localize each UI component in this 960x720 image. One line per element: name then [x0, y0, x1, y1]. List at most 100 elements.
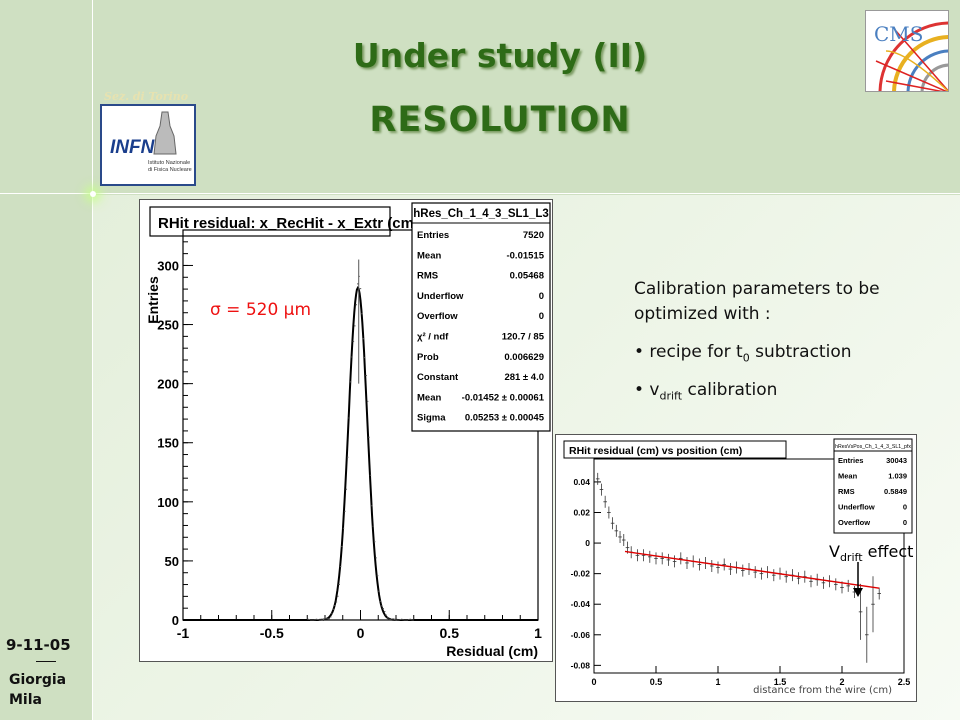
hist-stat-value: 7520	[523, 230, 544, 241]
bullet-vdrift-post: calibration	[682, 380, 778, 400]
vdrift-arrow-head	[853, 588, 863, 597]
bullet-t0-post: subtraction	[749, 342, 852, 362]
sigma-annotation: σ = 520 µm	[210, 300, 312, 320]
vdrift-post: effect	[862, 542, 914, 561]
hist-stat-label: Sigma	[417, 413, 446, 424]
bullet-vdrift: • vdrift calibration	[634, 380, 934, 402]
scatter-ytick-label: -0.04	[571, 599, 591, 609]
hist-title-box	[149, 206, 391, 237]
scatter-stat-label: Entries	[838, 456, 863, 465]
cms-logo-text: CMS	[874, 22, 923, 46]
infn-section-label: Sez. di Torino	[104, 90, 189, 103]
hist-xlabel: Residual (cm)	[446, 643, 538, 659]
left-band	[0, 0, 92, 720]
scatter-ytick-label: 0	[585, 538, 590, 548]
scatter-ytick-label: -0.08	[571, 660, 591, 670]
bullet-t0-sub: 0	[742, 351, 750, 365]
scatter-ytick-label: 0.04	[573, 477, 590, 487]
hist-stats-frame	[411, 202, 551, 432]
hist-stat-label: Constant	[417, 372, 459, 383]
bullet-vdrift-sub: drift	[659, 389, 683, 403]
hist-stat-label: Mean	[417, 250, 441, 261]
infn-logo-sub1: Istituto Nazionale	[148, 160, 190, 166]
scatter-stats-name: hResVsPos_Ch_1_4_3_SL1_pfx	[835, 444, 911, 450]
hist-stat-label: Entries	[417, 230, 449, 241]
author-first: Giorgia	[9, 672, 67, 688]
hist-xtick-label: -1	[177, 625, 190, 641]
hist-stat-value: -0.01452 ± 0.00061	[462, 392, 545, 403]
hist-stat-value: 0	[539, 291, 544, 302]
scatter-xtick-label: 2.5	[898, 677, 911, 687]
slide-date: 9-11-05	[6, 636, 71, 654]
hist-ytick-label: 50	[165, 554, 179, 569]
histogram-chart: RHit residual: x_RecHit - x_Extr (cm) -1…	[145, 202, 551, 659]
infn-logo: INFN Istituto Nazionale di Fisica Nuclea…	[100, 104, 196, 186]
scatter-stat-value: 30043	[886, 456, 907, 465]
hist-stats-name: hRes_Ch_1_4_3_SL1_L3	[413, 208, 549, 220]
scatter-stat-label: RMS	[838, 487, 855, 496]
scatter-xtick-label: 0	[591, 677, 596, 687]
hist-title: RHit residual: x_RecHit - x_Extr (cm)	[158, 215, 419, 232]
slide-author: Giorgia Mila	[9, 670, 89, 710]
hist-stat-value: 0	[539, 311, 544, 322]
hist-ytick-label: 0	[172, 613, 179, 628]
author-last: Mila	[9, 692, 42, 708]
scatter-stats-frame	[833, 438, 913, 534]
hist-ytick-label: 150	[157, 436, 179, 451]
scatter-xlabel: distance from the wire (cm)	[753, 685, 892, 696]
hist-stat-label: Overflow	[417, 311, 458, 322]
bullet-t0-pre: • recipe for t	[634, 342, 743, 362]
hist-bins	[307, 275, 414, 621]
hist-fit-curve	[183, 286, 538, 621]
hist-ytick-label: 250	[157, 318, 179, 333]
scatter-xtick-label: 1.5	[774, 677, 787, 687]
footer-separator	[36, 661, 56, 662]
hist-stat-label: Underflow	[417, 291, 464, 302]
scatter-frame	[593, 458, 905, 674]
scatter-stat-label: Underflow	[838, 503, 875, 512]
scatter-xtick-label: 0.5	[650, 677, 663, 687]
hist-stat-value: 281 ± 4.0	[504, 372, 544, 383]
hist-stat-label: Prob	[417, 352, 439, 363]
bullet-vdrift-pre: • v	[634, 380, 660, 400]
hist-stat-value: 120.7 / 85	[502, 332, 545, 343]
bullet-t0: • recipe for t0 subtraction	[634, 342, 934, 364]
scatter-fit-line	[624, 550, 880, 589]
vdrift-sub: drift	[839, 551, 863, 565]
divider-vertical	[92, 0, 93, 720]
cms-logo: CMS	[865, 10, 949, 92]
hist-xtick-label: 0.5	[440, 625, 460, 641]
hist-stat-value: -0.01515	[506, 250, 544, 261]
scatter-ytick-label: -0.02	[571, 569, 591, 579]
scatter-stat-value: 0	[903, 518, 907, 527]
hist-stat-label: Mean	[417, 392, 441, 403]
hist-xtick-label: -0.5	[260, 625, 284, 641]
vdrift-pre: V	[829, 542, 840, 561]
sparkle-decoration	[90, 191, 96, 197]
scatter-title: RHit residual (cm) vs position (cm)	[569, 445, 742, 457]
slide-title: Under study (II)	[352, 36, 648, 75]
scatter-stat-value: 0.5849	[884, 487, 907, 496]
hist-stat-label: RMS	[417, 271, 438, 282]
scatter-title-box	[563, 440, 787, 459]
slide-subtitle: RESOLUTION	[369, 100, 631, 140]
hist-stat-value: 0.006629	[504, 352, 544, 363]
scatter-axes: 0 0.5 1 1.5 2 2.5 -0.08 -0.06 -0.04 -0.02 0 0.02 0.0…	[571, 458, 911, 696]
scatter-ytick-label: -0.06	[571, 630, 591, 640]
scatter-ytick-label: 0.02	[573, 508, 590, 518]
hist-ytick-label: 100	[157, 495, 179, 510]
infn-logo-sub2: di Fisica Nucleare	[148, 167, 192, 173]
histogram-panel: RHit residual: x_RecHit - x_Extr (cm) -1…	[139, 199, 553, 662]
infn-logo-text: INFN	[110, 137, 156, 158]
scatter-stats-box: hResVsPos_Ch_1_4_3_SL1_pfx Entries 30043 Me…	[833, 438, 913, 534]
hist-stats-box: hRes_Ch_1_4_3_SL1_L3 Entries 7520 Mean -0.01…	[411, 202, 551, 432]
hist-ytick-label: 300	[157, 258, 179, 273]
scatter-xtick-label: 2	[839, 677, 844, 687]
vdrift-effect-label: Vdrift effect	[829, 542, 913, 564]
hist-xtick-label: 1	[534, 625, 542, 641]
scatter-xtick-label: 1	[715, 677, 720, 687]
scatter-panel: RHit residual (cm) vs position (cm) 0 0.5…	[555, 434, 917, 702]
vdrift-arrow	[853, 562, 863, 597]
divider-horizontal	[0, 193, 960, 194]
hist-ytick-label: 200	[157, 377, 179, 392]
